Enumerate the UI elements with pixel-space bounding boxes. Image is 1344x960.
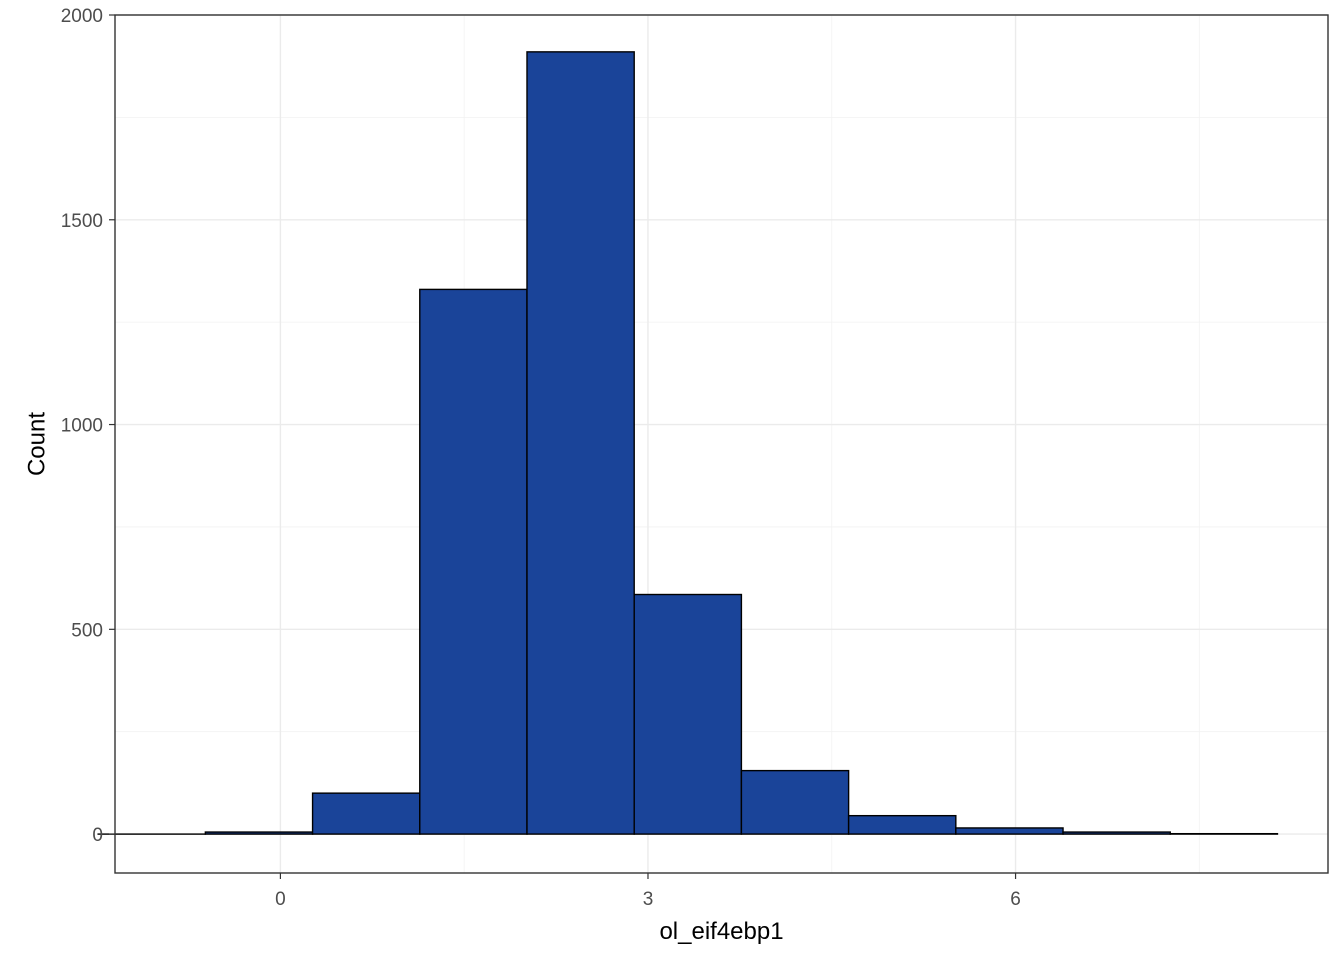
axes: 0 3 6 0 500 1000 1500 2000: [61, 6, 1021, 910]
x-axis-title: ol_eif4ebp1: [659, 918, 783, 945]
histogram-bar: [1062, 831, 1171, 835]
y-tick-label: 1500: [61, 211, 103, 232]
histogram-bar: [419, 288, 528, 835]
x-tick-label: 6: [1010, 889, 1021, 910]
y-tick-label: 1000: [61, 416, 103, 437]
y-tick-label: 500: [71, 620, 103, 641]
y-tick-label: 2000: [61, 6, 103, 27]
histogram-bar: [740, 769, 850, 835]
x-tick-label: 0: [275, 889, 286, 910]
histogram-bar: [633, 593, 743, 835]
panel-border: [114, 14, 1329, 874]
histogram-bar: [204, 831, 314, 835]
histogram-bars: [97, 51, 1279, 835]
histogram-bar: [847, 814, 957, 835]
histogram-bar: [311, 792, 421, 835]
x-tick-label: 3: [643, 889, 654, 910]
y-tick-label: 0: [92, 825, 103, 846]
y-axis-title: Count: [23, 412, 50, 476]
histogram-bar: [526, 51, 635, 835]
histogram-bar: [955, 827, 1064, 835]
